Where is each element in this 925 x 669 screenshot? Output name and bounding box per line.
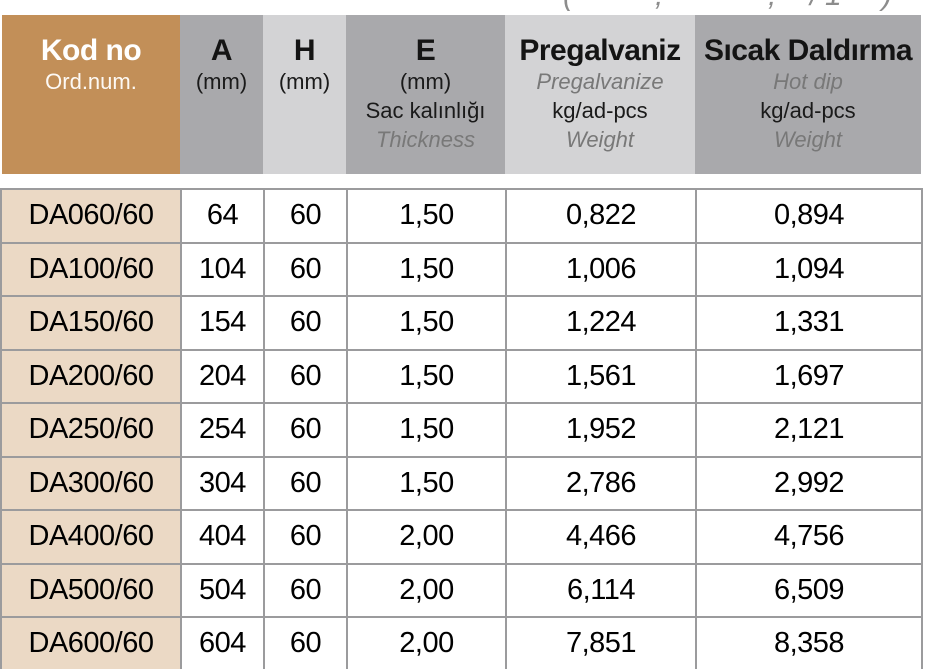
cell-pregalvaniz-weight: 1,561 xyxy=(505,348,697,404)
cell-code: DA200/60 xyxy=(0,348,182,404)
table-row: DA300/60 304 60 1,50 2,786 2,992 xyxy=(0,455,923,511)
header-line: Sac kalınlığı xyxy=(365,98,486,123)
header-title: Kod no xyxy=(40,34,142,67)
cell-pregalvaniz-weight: 7,851 xyxy=(505,616,697,669)
cell-hotdip-weight: 2,992 xyxy=(695,455,923,511)
header-title: H xyxy=(293,34,316,67)
cell-hotdip-weight: 1,331 xyxy=(695,295,923,351)
cell-a: 154 xyxy=(180,295,265,351)
cell-h: 60 xyxy=(263,616,348,669)
cell-hotdip-weight: 8,358 xyxy=(695,616,923,669)
table-row: DA500/60 504 60 2,00 6,114 6,509 xyxy=(0,562,923,618)
table-row: DA150/60 154 60 1,50 1,224 1,331 xyxy=(0,295,923,351)
cell-h: 60 xyxy=(263,295,348,351)
caption-fragment: , xyxy=(768,0,776,13)
table-row: DA250/60 254 60 1,50 1,952 2,121 xyxy=(0,402,923,458)
table-row: DA100/60 104 60 1,50 1,006 1,094 xyxy=(0,241,923,297)
cell-code: DA250/60 xyxy=(0,402,182,458)
header-subtitle-en: Hot dip xyxy=(773,69,843,94)
header-subtitle-en: Pregalvanize xyxy=(536,69,664,94)
cell-h: 60 xyxy=(263,241,348,297)
table-row: DA200/60 204 60 1,50 1,561 1,697 xyxy=(0,348,923,404)
caption-fragment: ) xyxy=(882,0,892,13)
cell-h: 60 xyxy=(263,562,348,618)
header-title: E xyxy=(415,34,436,67)
caption-fragment: , xyxy=(655,0,663,13)
header-line-en: Weight xyxy=(565,127,635,152)
cell-pregalvaniz-weight: 1,952 xyxy=(505,402,697,458)
spec-table-body: DA060/60 64 60 1,50 0,822 0,894 DA100/60… xyxy=(0,188,923,669)
cell-code: DA100/60 xyxy=(0,241,182,297)
header-line-en: Weight xyxy=(773,127,843,152)
cell-h: 60 xyxy=(263,348,348,404)
cell-code: DA500/60 xyxy=(0,562,182,618)
cell-a: 104 xyxy=(180,241,265,297)
cell-e: 1,50 xyxy=(346,241,507,297)
cell-pregalvaniz-weight: 0,822 xyxy=(505,188,697,244)
header-line: kg/ad-pcs xyxy=(760,98,856,123)
cell-code: DA300/60 xyxy=(0,455,182,511)
table-row: DA060/60 64 60 1,50 0,822 0,894 xyxy=(0,188,923,244)
cell-pregalvaniz-weight: 1,224 xyxy=(505,295,697,351)
cell-pregalvaniz-weight: 6,114 xyxy=(505,562,697,618)
cell-pregalvaniz-weight: 2,786 xyxy=(505,455,697,511)
header-line: kg/ad-pcs xyxy=(552,98,648,123)
header-subtitle: Ord.num. xyxy=(45,69,137,94)
cell-e: 2,00 xyxy=(346,509,507,565)
header-unit: (mm) xyxy=(278,69,331,94)
caption-fragment: 1 xyxy=(825,0,842,13)
header-cell-h: H (mm) xyxy=(263,15,346,174)
header-cell-pregalvaniz: Pregalvaniz Pregalvanize kg/ad-pcs Weigh… xyxy=(505,15,695,174)
cell-h: 60 xyxy=(263,455,348,511)
cell-a: 204 xyxy=(180,348,265,404)
cell-hotdip-weight: 2,121 xyxy=(695,402,923,458)
cell-e: 1,50 xyxy=(346,295,507,351)
cell-h: 60 xyxy=(263,188,348,244)
cell-hotdip-weight: 1,094 xyxy=(695,241,923,297)
cropped-caption: ( , , / 1 ) xyxy=(0,0,925,13)
cell-a: 254 xyxy=(180,402,265,458)
cell-code: DA400/60 xyxy=(0,509,182,565)
table-header: Kod no Ord.num. A (mm) H (mm) E (mm) Sac… xyxy=(2,15,921,174)
header-title: Sıcak Daldırma xyxy=(703,34,913,67)
header-cell-sicak-daldirma: Sıcak Daldırma Hot dip kg/ad-pcs Weight xyxy=(695,15,921,174)
table-row: DA600/60 604 60 2,00 7,851 8,358 xyxy=(0,616,923,669)
cell-e: 1,50 xyxy=(346,348,507,404)
cell-pregalvaniz-weight: 1,006 xyxy=(505,241,697,297)
cell-e: 2,00 xyxy=(346,562,507,618)
header-title: Pregalvaniz xyxy=(519,34,681,67)
cell-e: 2,00 xyxy=(346,616,507,669)
cell-e: 1,50 xyxy=(346,455,507,511)
cell-a: 304 xyxy=(180,455,265,511)
cell-e: 1,50 xyxy=(346,188,507,244)
header-title: A xyxy=(210,34,233,67)
cell-hotdip-weight: 4,756 xyxy=(695,509,923,565)
cell-a: 504 xyxy=(180,562,265,618)
header-unit: (mm) xyxy=(195,69,248,94)
header-cell-a: A (mm) xyxy=(180,15,263,174)
header-cell-e: E (mm) Sac kalınlığı Thickness xyxy=(346,15,505,174)
cell-a: 64 xyxy=(180,188,265,244)
cell-hotdip-weight: 6,509 xyxy=(695,562,923,618)
table-row: DA400/60 404 60 2,00 4,466 4,756 xyxy=(0,509,923,565)
caption-fragment: ( xyxy=(563,0,573,13)
cell-hotdip-weight: 0,894 xyxy=(695,188,923,244)
header-unit: (mm) xyxy=(399,69,452,94)
header-line-en: Thickness xyxy=(375,127,476,152)
cell-hotdip-weight: 1,697 xyxy=(695,348,923,404)
header-cell-kod-no: Kod no Ord.num. xyxy=(2,15,180,174)
caption-fragment: / xyxy=(810,0,818,13)
cell-a: 404 xyxy=(180,509,265,565)
cell-h: 60 xyxy=(263,402,348,458)
cell-code: DA150/60 xyxy=(0,295,182,351)
cell-pregalvaniz-weight: 4,466 xyxy=(505,509,697,565)
cell-code: DA060/60 xyxy=(0,188,182,244)
cell-a: 604 xyxy=(180,616,265,669)
cell-h: 60 xyxy=(263,509,348,565)
cell-e: 1,50 xyxy=(346,402,507,458)
cell-code: DA600/60 xyxy=(0,616,182,669)
